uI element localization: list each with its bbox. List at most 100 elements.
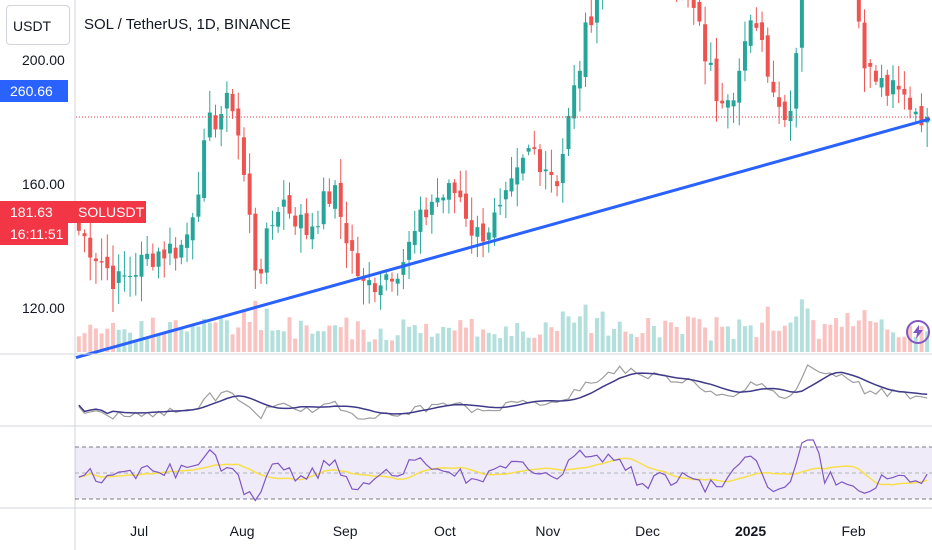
volume-bar — [600, 311, 605, 352]
volume-bar — [634, 337, 639, 352]
candle-body — [395, 278, 400, 284]
volume-bar — [464, 327, 468, 352]
candle — [868, 59, 873, 88]
candle — [344, 201, 349, 268]
volume-bar — [748, 325, 753, 352]
volume-bar — [617, 321, 622, 352]
volume-bar — [207, 322, 212, 352]
volume-bar — [856, 320, 861, 352]
candle — [492, 198, 497, 246]
candle — [162, 241, 167, 278]
volume-bar — [725, 326, 730, 352]
candle — [885, 69, 890, 106]
candle — [224, 81, 229, 133]
volume-bar — [435, 333, 440, 352]
volume-bar — [503, 326, 508, 352]
candle-body — [589, 16, 594, 26]
volume-bar — [88, 324, 93, 352]
rsi-pane — [78, 439, 928, 502]
candle-body — [549, 171, 554, 176]
volume-bar — [589, 333, 594, 352]
volume-bar — [566, 316, 571, 352]
candle — [532, 130, 537, 155]
volume-bar — [612, 328, 617, 352]
candle-body — [560, 153, 565, 183]
volume-bar — [555, 330, 560, 352]
time-tick-label: Jul — [130, 523, 148, 539]
candle-body — [868, 62, 873, 67]
candle — [230, 88, 235, 119]
candle — [714, 37, 719, 122]
candle-body — [196, 194, 201, 217]
volume-bar — [520, 331, 525, 352]
volume-bar — [82, 333, 87, 352]
candle-body — [372, 283, 377, 293]
candle-body — [754, 23, 759, 28]
candle-body — [771, 81, 776, 93]
candle — [856, 0, 861, 29]
candle-body — [429, 201, 434, 215]
candle — [407, 230, 412, 280]
time-tick-label: Oct — [434, 523, 456, 539]
candle — [287, 182, 292, 219]
candle-body — [407, 241, 412, 260]
candle-body — [714, 58, 719, 102]
volume-bar — [384, 340, 389, 352]
candle — [481, 207, 486, 258]
volume-bar — [646, 318, 651, 352]
volume-bar — [686, 316, 691, 352]
volume-bar — [828, 324, 833, 352]
candle — [794, 47, 799, 128]
currency-selector[interactable]: USDT — [6, 5, 70, 45]
candle — [116, 254, 121, 305]
volume-bar — [133, 342, 138, 352]
candle-body — [230, 93, 235, 112]
candle-body — [281, 199, 286, 207]
volume-bar — [640, 333, 645, 352]
candle — [742, 21, 747, 82]
candle-body — [173, 247, 178, 259]
volume-bar — [902, 336, 907, 352]
candle — [281, 180, 286, 230]
candle — [555, 175, 560, 197]
volume-bar — [293, 338, 298, 352]
candle — [173, 237, 178, 271]
candle-body — [788, 110, 793, 122]
volume-bar — [560, 311, 565, 352]
volume-bar — [475, 336, 480, 352]
volume-bar — [703, 327, 708, 352]
candle-body — [885, 74, 890, 96]
candle-body — [765, 35, 770, 77]
volume-bar — [845, 312, 850, 352]
volume-bars — [76, 299, 930, 352]
candle-body — [179, 244, 184, 258]
candle — [270, 210, 275, 240]
candle — [259, 258, 264, 284]
volume-bar — [116, 329, 121, 352]
candle — [310, 212, 315, 250]
candle-body — [224, 92, 229, 109]
candle — [782, 94, 787, 128]
candle-body — [520, 157, 525, 174]
candle — [122, 251, 127, 292]
candle — [919, 93, 924, 133]
volume-bar — [281, 331, 286, 352]
volume-bar — [771, 330, 776, 352]
candle — [902, 71, 907, 110]
candle — [384, 269, 389, 291]
volume-bar — [481, 329, 486, 352]
candle-body — [315, 226, 320, 228]
candle — [731, 92, 736, 123]
lightning-icon[interactable] — [906, 320, 930, 344]
candle — [703, 6, 708, 85]
candle-body — [720, 100, 725, 104]
candle-body — [259, 269, 264, 274]
candle — [737, 58, 742, 126]
candle — [350, 224, 355, 274]
volume-bar — [452, 330, 457, 352]
candle-body — [555, 181, 560, 187]
candle-body — [122, 275, 127, 277]
price-tick-label: 120.00 — [22, 300, 65, 316]
candle — [190, 212, 195, 260]
